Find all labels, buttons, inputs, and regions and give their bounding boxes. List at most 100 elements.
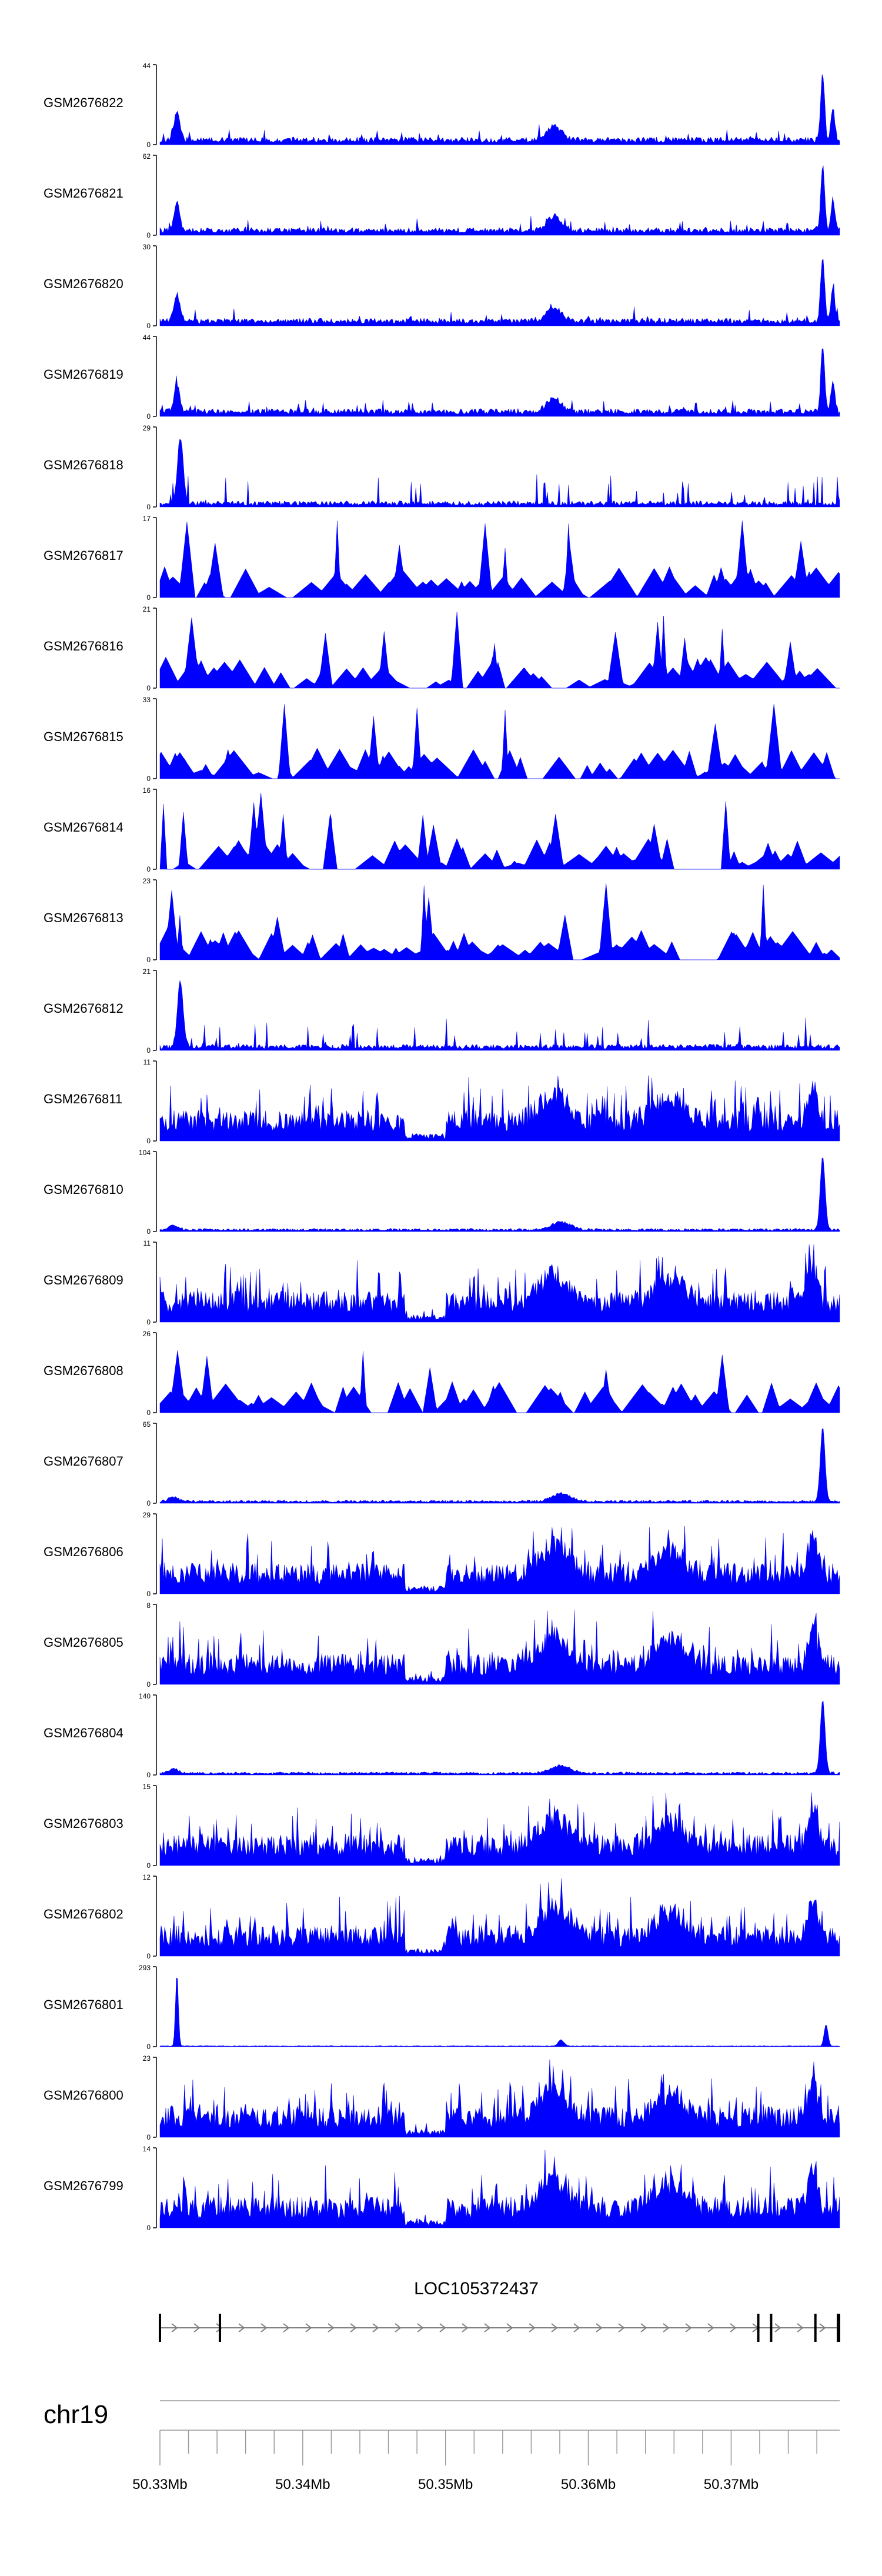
- track-GSM2676802: GSM2676802 12 0: [44, 1873, 840, 1960]
- track-GSM2676808: GSM2676808 26 0: [44, 1330, 840, 1417]
- track-ymax-label: 140: [139, 1692, 151, 1700]
- track-ymax-label: 29: [143, 1511, 151, 1519]
- track-ymax-label: 21: [143, 967, 151, 976]
- track-GSM2676811: GSM2676811 11 0: [44, 1058, 840, 1145]
- track-GSM2676814: GSM2676814 16 0: [44, 786, 840, 873]
- strand-arrow-icon: [797, 2323, 804, 2333]
- track-coverage-area: [159, 165, 840, 236]
- track-ymin-label: 0: [146, 1409, 151, 1417]
- track-coverage-area: [159, 703, 840, 779]
- gene-exon: [159, 2314, 161, 2342]
- gene-track: LOC105372437: [159, 2279, 840, 2342]
- strand-arrow-icon: [216, 2323, 223, 2333]
- track-label: GSM2676812: [44, 1001, 123, 1016]
- track-label: GSM2676799: [44, 2178, 123, 2193]
- track-ymax-label: 15: [143, 1783, 151, 1791]
- strand-arrow-icon: [663, 2323, 670, 2333]
- track-coverage-area: [159, 1977, 840, 2047]
- strand-arrow-icon: [506, 2323, 513, 2333]
- track-GSM2676810: GSM2676810 104 0: [44, 1149, 840, 1236]
- strand-arrow-icon: [462, 2323, 469, 2333]
- track-ymin-label: 0: [146, 322, 151, 330]
- track-coverage-area: [159, 1075, 840, 1142]
- track-GSM2676816: GSM2676816 21 0: [44, 605, 840, 692]
- track-GSM2676807: GSM2676807 65 0: [44, 1420, 840, 1507]
- track-ymin-label: 0: [146, 1227, 151, 1236]
- track-coverage-area: [159, 348, 840, 417]
- track-coverage-area: [159, 1526, 840, 1594]
- track-ymin-label: 0: [146, 141, 151, 149]
- track-ymin-label: 0: [146, 1771, 151, 1779]
- track-ymin-label: 0: [146, 1499, 151, 1507]
- track-coverage-area: [159, 980, 840, 1051]
- track-coverage-area: [159, 1428, 840, 1504]
- track-ymax-label: 17: [143, 515, 151, 523]
- track-ymax-label: 23: [143, 877, 151, 885]
- track-GSM2676819: GSM2676819 44 0: [44, 333, 840, 421]
- track-GSM2676822: GSM2676822 44 0: [44, 62, 840, 149]
- track-label: GSM2676815: [44, 729, 123, 744]
- track-ymax-label: 104: [139, 1149, 151, 1157]
- track-GSM2676817: GSM2676817 17 0: [44, 515, 840, 602]
- track-GSM2676801: GSM2676801 293 0: [44, 1964, 840, 2051]
- axis-tick-label: 50.33Mb: [132, 2477, 187, 2492]
- track-GSM2676805: GSM2676805 8 0: [44, 1601, 840, 1689]
- track-ymin-label: 0: [146, 684, 151, 692]
- track-GSM2676815: GSM2676815 33 0: [44, 696, 840, 783]
- strand-arrow-icon: [819, 2323, 826, 2333]
- track-label: GSM2676816: [44, 639, 123, 653]
- strand-arrow-icon: [573, 2323, 580, 2333]
- strand-arrow-icon: [618, 2323, 625, 2333]
- track-label: GSM2676819: [44, 367, 123, 382]
- track-coverage-area: [159, 612, 840, 689]
- track-ymin-label: 0: [146, 1137, 151, 1145]
- strand-arrow-icon: [484, 2323, 491, 2333]
- strand-arrow-icon: [774, 2323, 781, 2333]
- track-label: GSM2676821: [44, 186, 123, 201]
- track-label: GSM2676817: [44, 548, 123, 563]
- gene-exon: [770, 2314, 773, 2342]
- track-ymax-label: 44: [143, 62, 151, 70]
- strand-arrow-icon: [193, 2323, 201, 2333]
- strand-arrow-icon: [685, 2323, 692, 2333]
- chromosome-label: chr19: [44, 2400, 108, 2429]
- gene-exon: [219, 2314, 221, 2342]
- track-ymax-label: 293: [139, 1964, 151, 1972]
- axis-tick-label: 50.36Mb: [561, 2477, 616, 2492]
- track-ymax-label: 16: [143, 786, 151, 795]
- track-ymin-label: 0: [146, 1952, 151, 1960]
- track-ymax-label: 62: [143, 152, 151, 161]
- track-ymin-label: 0: [146, 1318, 151, 1326]
- track-GSM2676820: GSM2676820 30 0: [44, 243, 840, 330]
- track-ymin-label: 0: [146, 1861, 151, 1870]
- track-label: GSM2676800: [44, 2088, 123, 2103]
- track-coverage-area: [159, 520, 840, 598]
- track-label: GSM2676807: [44, 1454, 123, 1469]
- track-ymin-label: 0: [146, 1046, 151, 1055]
- strand-arrow-icon: [238, 2323, 245, 2333]
- track-GSM2676803: GSM2676803 15 0: [44, 1783, 840, 1870]
- track-ymin-label: 0: [146, 2043, 151, 2051]
- track-coverage-area: [159, 1157, 840, 1232]
- track-ymax-label: 29: [143, 424, 151, 432]
- strand-arrow-icon: [305, 2323, 312, 2333]
- track-label: GSM2676822: [44, 95, 123, 110]
- track-coverage-area: [159, 258, 840, 326]
- track-label: GSM2676803: [44, 1816, 123, 1831]
- track-coverage-area: [159, 1350, 840, 1413]
- track-coverage-area: [159, 1700, 840, 1776]
- track-ymax-label: 30: [143, 243, 151, 251]
- track-ymax-label: 21: [143, 605, 151, 613]
- track-ymin-label: 0: [146, 1680, 151, 1689]
- axis-tick-label: 50.37Mb: [704, 2477, 759, 2492]
- track-GSM2676799: GSM2676799 14 0: [44, 2145, 840, 2232]
- track-coverage-area: [159, 2059, 840, 2138]
- coverage-tracks: GSM2676822440GSM2676821620GSM2676820300G…: [44, 62, 840, 2232]
- track-coverage-area: [159, 1610, 840, 1685]
- track-coverage-area: [159, 1793, 840, 1866]
- track-ymax-label: 11: [143, 1058, 151, 1066]
- strand-arrow-icon: [328, 2323, 335, 2333]
- track-ymin-label: 0: [146, 412, 151, 421]
- track-label: GSM2676808: [44, 1363, 123, 1378]
- strand-arrow-icon: [171, 2323, 178, 2333]
